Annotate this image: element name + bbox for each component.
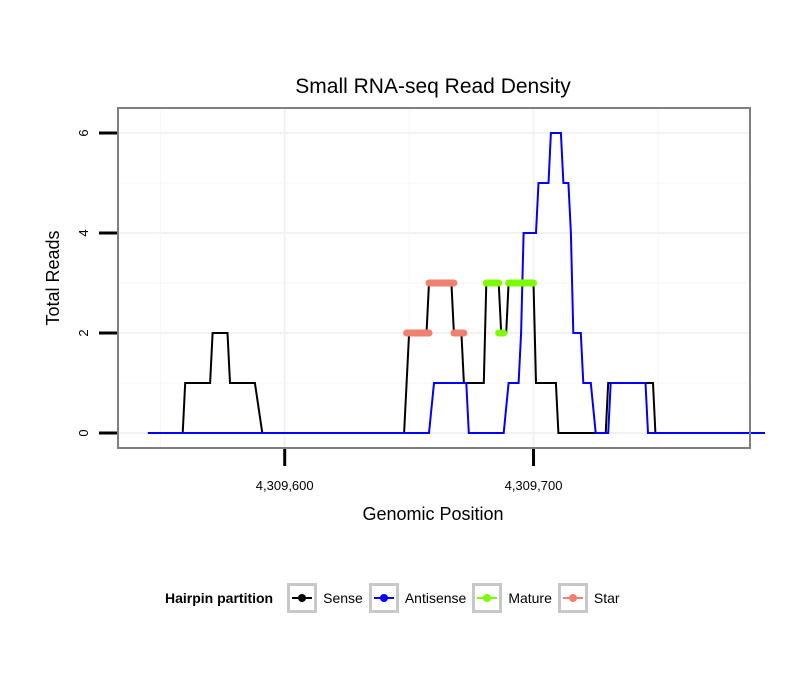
legend-item-star: Star (557, 583, 620, 613)
legend-label-mature: Mature (508, 590, 552, 606)
y-tick-label: 6 (76, 129, 91, 136)
legend-label-antisense: Antisense (404, 590, 467, 606)
legend-key-star (557, 583, 588, 613)
legend-point-mature (483, 594, 492, 602)
legend-point-star (568, 594, 577, 602)
legend-key-antisense (368, 583, 399, 613)
grid-lines (118, 108, 750, 448)
y-tick-label: 0 (76, 429, 91, 436)
x-tick-label: 4,309,600 (256, 478, 314, 493)
series-line-antisense (147, 132, 765, 434)
legend-item-antisense: Antisense (368, 583, 467, 613)
legend-point-sense (298, 594, 307, 602)
axes-group: 0 2 4 6 4,309,600 4,309,700 (76, 129, 562, 493)
legend-key-mature (472, 583, 503, 613)
legend-title: Hairpin partition (165, 590, 274, 606)
plot-panel-border (117, 107, 751, 449)
x-axis-label: Genomic Position (362, 504, 503, 524)
chart-title: Small RNA-seq Read Density (295, 75, 571, 98)
legend-key-sense (287, 583, 318, 613)
series-group (147, 132, 765, 434)
legend-label-sense: Sense (323, 590, 363, 606)
y-axis-label: Total Reads (43, 230, 63, 325)
legend-point-antisense (379, 594, 388, 602)
legend-label-star: Star (593, 590, 620, 606)
y-tick-label: 2 (76, 329, 91, 336)
y-tick-label: 4 (76, 229, 91, 236)
series-line-sense (147, 282, 765, 434)
x-tick-label: 4,309,700 (505, 478, 563, 493)
legend-item-mature: Mature (472, 583, 552, 613)
legend: Hairpin partition Sense Antisense Mature… (165, 579, 626, 617)
legend-item-sense: Sense (287, 583, 363, 613)
